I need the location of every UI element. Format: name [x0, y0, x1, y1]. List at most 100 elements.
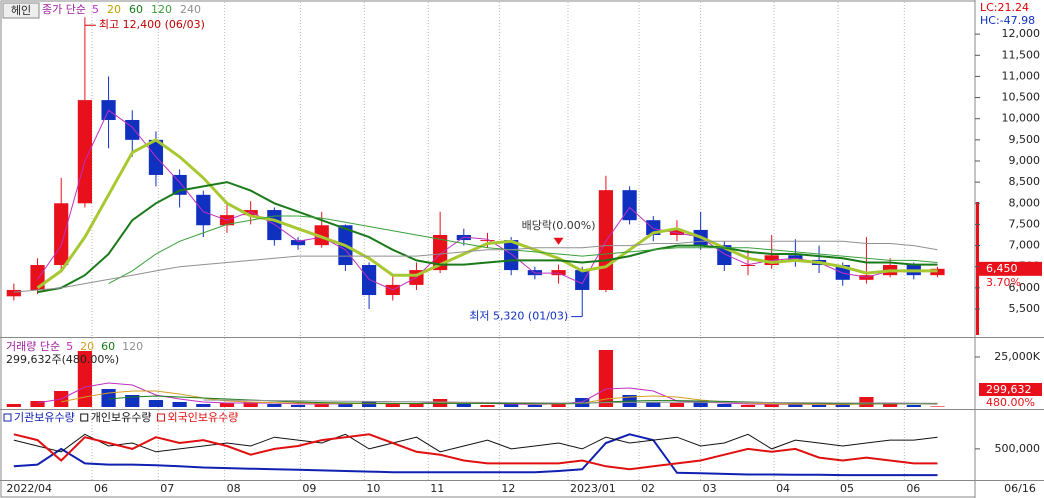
range-bar	[976, 202, 979, 335]
volume-bar	[930, 406, 945, 407]
candle-body	[504, 240, 519, 271]
price-box	[979, 261, 1042, 276]
x-tick-label: 03	[703, 482, 717, 495]
legend-entry: 5	[66, 340, 73, 353]
toolbar-button-label[interactable]: 헤인	[11, 4, 31, 17]
candle-body	[6, 289, 21, 297]
volume-bar	[172, 402, 187, 407]
x-tick-label: 2022/04	[6, 482, 52, 495]
volume-subtitle: 299,632주(480.00%)	[6, 353, 119, 366]
x-tick-label: 08	[227, 482, 241, 495]
x-tick-label: 11	[430, 482, 444, 495]
ma-line	[37, 181, 938, 294]
candle-body	[290, 240, 306, 246]
y-tick-label: 8,000	[1009, 196, 1041, 209]
legend-entry: 외국인보유수량	[167, 411, 238, 424]
y-tick-label: 9,000	[1009, 154, 1041, 167]
volume-bar	[788, 404, 803, 407]
y-tick-label: 11,500	[1002, 48, 1041, 61]
volume-bar	[883, 404, 898, 407]
legend-entry: 기관보유수량	[14, 411, 75, 424]
volume-box	[979, 383, 1042, 396]
volume-bar	[30, 401, 45, 407]
y-tick-label: 5,500	[1009, 302, 1041, 315]
hc-label: HC:-47.98	[980, 14, 1035, 27]
volume-bar	[125, 395, 140, 407]
ma-line	[13, 433, 938, 477]
legend-swatch	[3, 413, 12, 422]
candle-body	[314, 225, 329, 246]
x-tick-label: 02	[641, 482, 655, 495]
legend-entry: 개인보유수량	[91, 411, 152, 424]
volume-bar	[6, 404, 21, 407]
y-tick-label: 11,000	[1002, 69, 1041, 82]
current-volume: 299,632	[986, 383, 1032, 396]
volume-bar	[196, 404, 211, 407]
x-tick-label: 09	[302, 482, 316, 495]
change-pct: 3.70%	[986, 276, 1021, 289]
candle-body	[740, 265, 756, 267]
volume-bar	[669, 403, 685, 407]
annotation: 최고 12,400 (06/03)	[99, 18, 205, 31]
volume-bar	[764, 404, 779, 407]
ma-line	[37, 109, 938, 291]
candle-body	[54, 203, 69, 266]
volume-bar	[693, 401, 708, 407]
y-tick-label: 9,500	[1009, 133, 1041, 146]
volume-bar	[267, 404, 282, 407]
candle-body	[243, 210, 258, 216]
legend-entry: 120	[151, 3, 172, 16]
candle-body	[598, 190, 614, 290]
candle-body	[433, 234, 448, 271]
x-tick-label: 06	[906, 482, 920, 495]
legend-entry: 20	[107, 3, 121, 16]
candle-body	[267, 210, 282, 241]
volume-bar	[551, 403, 566, 407]
candle-body	[788, 255, 803, 260]
volume-bar	[385, 404, 400, 407]
volume-bar	[480, 405, 495, 407]
x-tick-label: 10	[366, 482, 380, 495]
candle-body	[480, 240, 495, 242]
y-tick-label: 6,000	[1009, 281, 1041, 294]
ma-line	[13, 433, 938, 471]
candle-body	[361, 265, 377, 296]
legend-entry: 60	[101, 340, 115, 353]
volume-bar	[290, 405, 306, 407]
legend-entry: 20	[80, 340, 94, 353]
y-tick-label: 7,500	[1009, 217, 1041, 230]
ma-line	[108, 215, 938, 285]
volume-bar	[314, 403, 329, 407]
volume-bar	[456, 404, 471, 407]
y-tick-label: 12,000	[1002, 27, 1041, 40]
legend-prefix: 거래량 단순	[6, 340, 60, 353]
volume-bar	[409, 404, 424, 407]
volume-bar	[219, 403, 235, 407]
ma-line	[203, 399, 938, 404]
legend-entry: 120	[122, 340, 143, 353]
candle-body	[196, 194, 211, 226]
annotation: 배당락(0.00%)	[522, 219, 596, 232]
volume-bar	[717, 404, 732, 407]
x-tick-label: 12	[501, 482, 515, 495]
volume-bar	[148, 400, 164, 407]
lc-label: LC:21.24	[980, 1, 1029, 14]
x-tick-label: 2023/01	[570, 482, 616, 495]
y-tick-label: 10,000	[1002, 112, 1041, 125]
volume-bar	[835, 405, 850, 407]
volume-bar	[101, 389, 116, 407]
x-tick-label: 06	[94, 482, 108, 495]
x-tick-label: 05	[840, 482, 854, 495]
volume-bar	[859, 397, 874, 407]
legend-swatch	[80, 413, 89, 422]
legend-entry: 5	[92, 3, 99, 16]
candle-body	[575, 270, 590, 290]
toolbar-button[interactable]	[2, 2, 40, 19]
volume-bar	[740, 405, 756, 407]
volume-bar	[243, 402, 258, 407]
y-tick-label: 500,000	[995, 442, 1041, 455]
volume-bar	[504, 404, 519, 407]
legend-prefix: 종가 단순	[42, 3, 86, 16]
volume-bar	[906, 405, 921, 407]
